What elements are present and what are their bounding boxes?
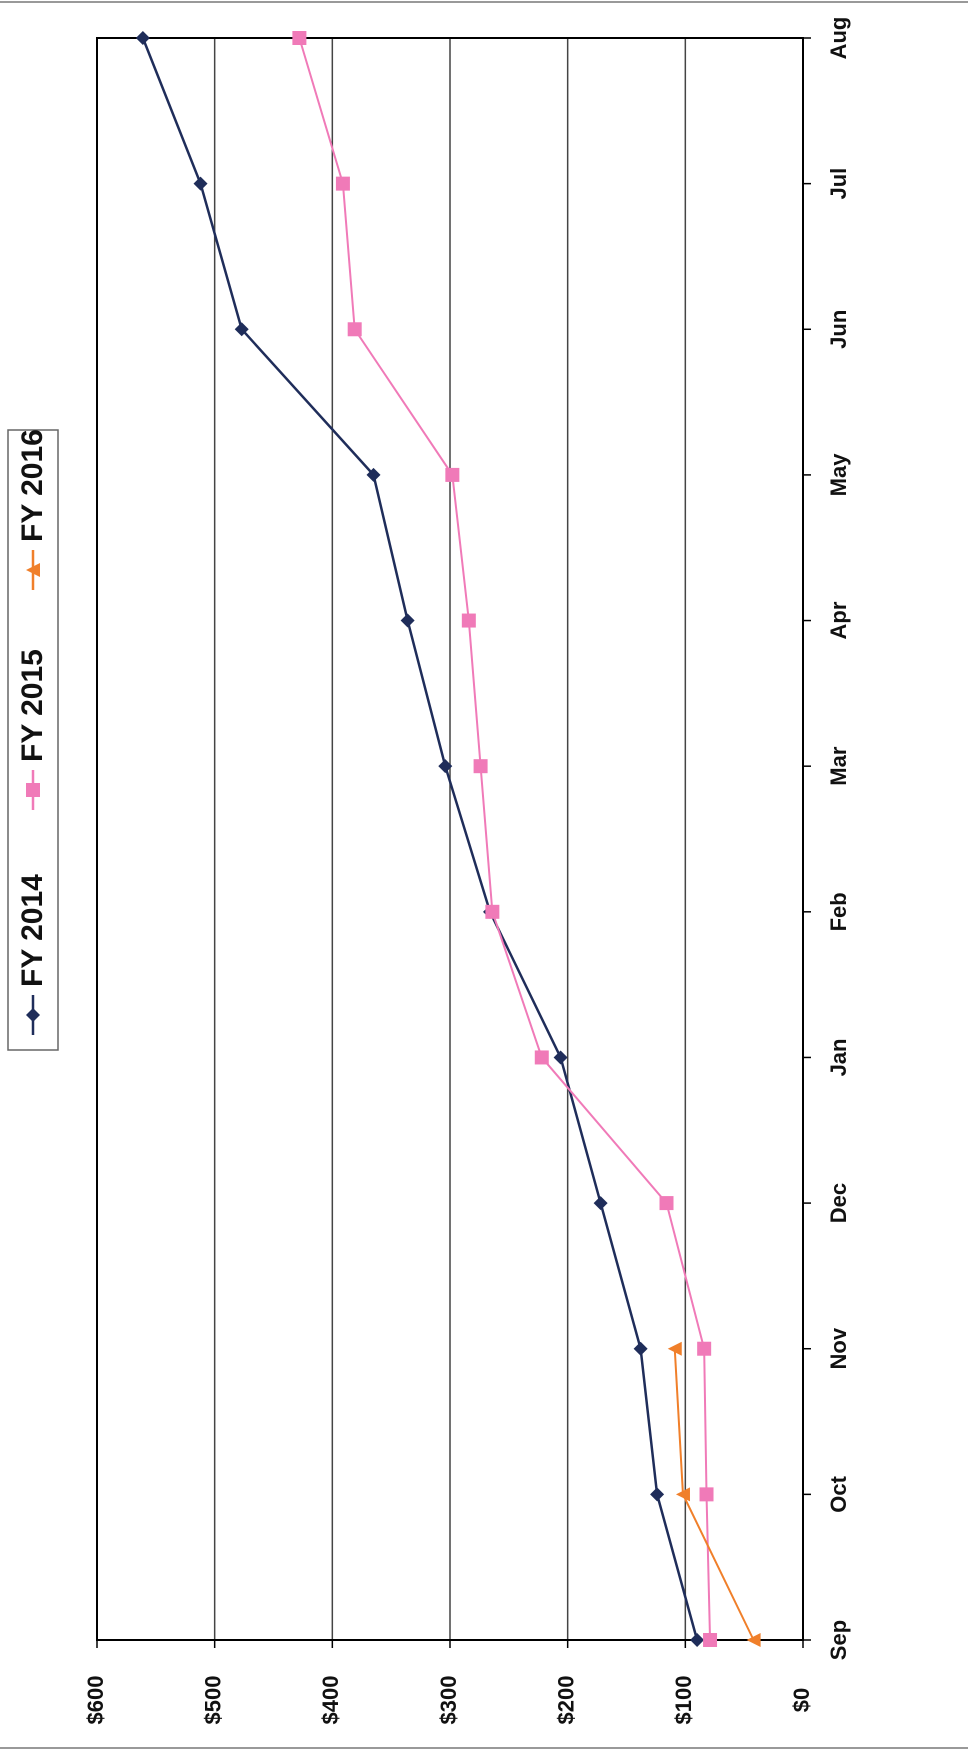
y-tick-label: $0	[789, 1688, 814, 1712]
y-tick-label: $500	[200, 1676, 225, 1725]
y-tick-label: $200	[553, 1676, 578, 1725]
series-line	[141, 37, 699, 1641]
marker	[485, 904, 500, 919]
marker	[366, 467, 381, 482]
marker	[347, 322, 362, 337]
series-line	[298, 37, 712, 1641]
x-tick-label: Sep	[826, 1620, 851, 1660]
marker	[633, 1341, 648, 1356]
marker	[473, 759, 488, 774]
x-tick-label: Dec	[826, 1183, 851, 1223]
marker	[746, 1633, 761, 1647]
marker	[650, 1487, 665, 1502]
marker	[697, 1341, 712, 1356]
marker	[26, 783, 40, 797]
legend-label: FY 2015	[16, 649, 49, 762]
x-tick-label: Nov	[826, 1327, 851, 1369]
y-tick-label: $600	[83, 1676, 108, 1725]
marker	[193, 176, 208, 191]
marker	[292, 31, 307, 45]
marker	[438, 759, 453, 774]
marker	[400, 613, 415, 628]
marker	[461, 613, 476, 628]
y-tick-label: $300	[436, 1676, 461, 1725]
y-tick-label: $400	[318, 1676, 343, 1725]
y-tick-label: $100	[671, 1676, 696, 1725]
marker	[445, 467, 460, 482]
marker	[667, 1341, 682, 1356]
legend-label: FY 2016	[16, 429, 49, 542]
marker	[659, 1196, 674, 1211]
marker	[234, 322, 249, 337]
marker	[703, 1633, 718, 1647]
marker	[26, 563, 40, 577]
marker	[26, 1008, 40, 1022]
x-tick-label: Jan	[826, 1038, 851, 1076]
marker	[135, 31, 150, 45]
x-tick-label: Aug	[826, 17, 851, 60]
marker	[675, 1487, 690, 1502]
marker	[534, 1050, 549, 1065]
x-tick-label: Mar	[826, 746, 851, 786]
legend-label: FY 2014	[16, 874, 49, 987]
marker	[593, 1196, 608, 1211]
x-tick-label: Jul	[826, 168, 851, 200]
x-tick-label: Oct	[826, 1475, 851, 1512]
x-tick-label: May	[826, 453, 851, 497]
marker	[699, 1487, 714, 1502]
plot-area	[96, 37, 804, 1641]
marker	[553, 1050, 568, 1065]
x-tick-label: Feb	[826, 892, 851, 931]
marker	[690, 1633, 705, 1647]
marker	[335, 176, 350, 191]
x-tick-label: Jun	[826, 310, 851, 349]
x-tick-label: Apr	[826, 601, 851, 639]
legend-box	[7, 429, 59, 1051]
